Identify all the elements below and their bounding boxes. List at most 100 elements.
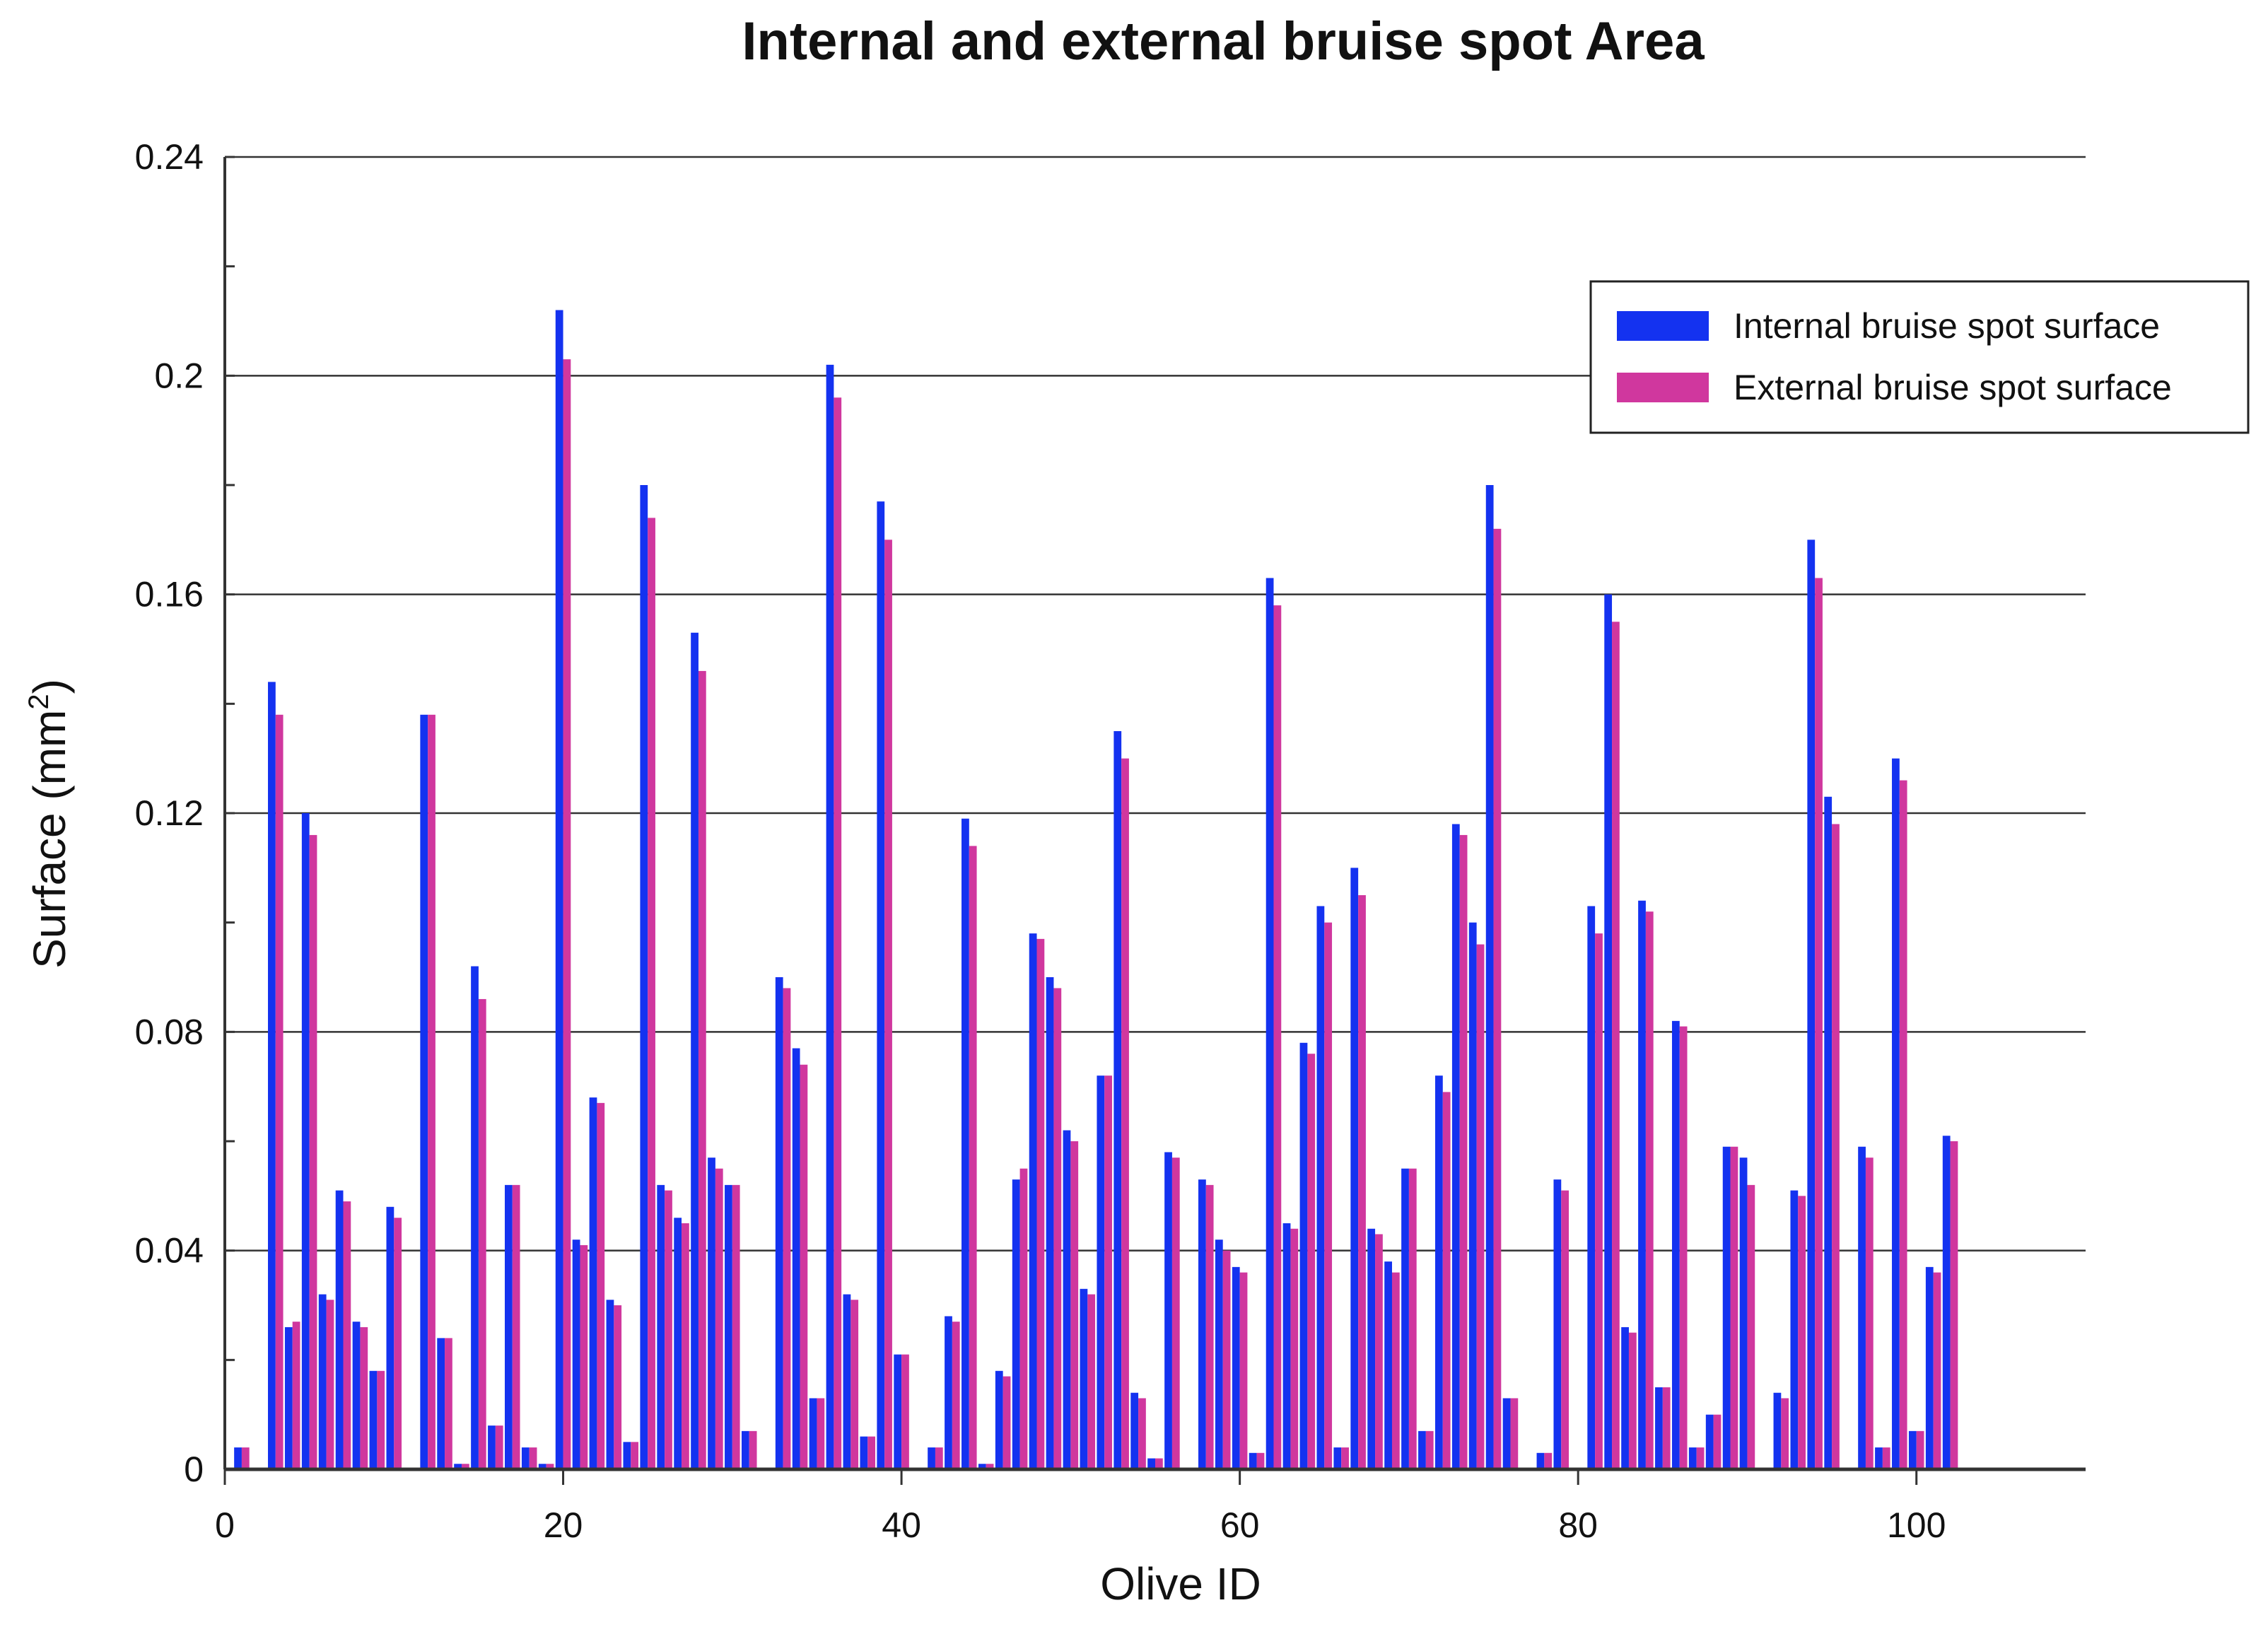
bar-internal [775, 977, 783, 1469]
bar-external [1950, 1141, 1958, 1469]
bar-external [800, 1064, 808, 1469]
bar-external [580, 1244, 588, 1469]
bar-internal [301, 813, 310, 1469]
bar-external [614, 1305, 622, 1469]
bar-internal [1621, 1326, 1629, 1469]
bar-external [935, 1447, 943, 1469]
bar-internal [1265, 578, 1274, 1469]
bar-external [1358, 895, 1366, 1469]
bar-internal [1942, 1136, 1951, 1469]
bar-external [1781, 1398, 1789, 1469]
bar-internal [1113, 731, 1122, 1469]
bar-internal [1824, 796, 1832, 1469]
y-tick-label: 0.2 [154, 356, 204, 395]
bar-external [732, 1184, 740, 1469]
bar-external [292, 1322, 300, 1469]
bar-external [1375, 1234, 1383, 1469]
bar-external [1459, 834, 1468, 1469]
bar-external [1832, 824, 1840, 1469]
bar-internal [877, 501, 885, 1470]
bar-external [1595, 933, 1603, 1469]
bar-external [1899, 780, 1907, 1469]
bar-internal [1249, 1452, 1257, 1469]
bar-external [394, 1218, 402, 1469]
x-tick-label: 40 [882, 1505, 921, 1545]
y-tick-label: 0.16 [135, 575, 204, 614]
bar-internal [555, 310, 563, 1469]
bar-external [343, 1201, 351, 1469]
bar-external [1442, 1092, 1451, 1469]
bar-internal [1316, 906, 1325, 1469]
y-tick-label: 0.04 [135, 1231, 204, 1271]
bar-external [546, 1464, 554, 1469]
bar-internal [1384, 1261, 1392, 1469]
y-tick-label: 0.24 [135, 137, 204, 177]
bar-external [445, 1338, 452, 1469]
legend-box [1589, 280, 2250, 434]
bar-internal [1367, 1228, 1376, 1469]
bar-external [1391, 1272, 1400, 1469]
bar-external [1003, 1376, 1011, 1469]
bar-internal [792, 1048, 800, 1469]
bar-internal [945, 1316, 952, 1469]
bar-internal [369, 1370, 378, 1469]
bar-external [1747, 1184, 1755, 1469]
bar-internal [1434, 1075, 1443, 1469]
bar-external [1121, 758, 1129, 1469]
bar-external [682, 1223, 689, 1469]
bar-internal [657, 1184, 665, 1469]
bar-internal [809, 1398, 817, 1469]
bar-internal [1722, 1146, 1731, 1469]
bar-internal [1451, 824, 1460, 1469]
bar-internal [674, 1218, 682, 1469]
bar-external [783, 988, 791, 1469]
bar-external [631, 1442, 639, 1469]
bar-internal [454, 1464, 462, 1469]
bar-external [1307, 1054, 1316, 1469]
bar-external [1645, 911, 1654, 1469]
bar-internal [1604, 594, 1613, 1469]
bar-external [1882, 1447, 1890, 1469]
bar-internal [623, 1442, 631, 1469]
bar-internal [1401, 1168, 1409, 1469]
bar-internal [386, 1206, 394, 1469]
bar-external [512, 1184, 520, 1469]
bar-external [360, 1326, 368, 1469]
tick-labels: 0 0.04 0.08 0.12 0.16 0.2 0.24 0 20 40 60 80 100 [135, 137, 1946, 1545]
bar-internal [928, 1447, 935, 1469]
bar-internal [1485, 485, 1494, 1469]
bar-internal [606, 1300, 614, 1469]
bar-internal [1790, 1190, 1799, 1469]
bar-internal [1418, 1430, 1426, 1469]
bar-external [478, 998, 486, 1469]
bar-external [1290, 1228, 1299, 1469]
bar-external [715, 1168, 723, 1469]
bar-internal [1063, 1130, 1071, 1469]
bar-internal [741, 1430, 749, 1469]
bar-internal [1655, 1387, 1663, 1469]
bar-internal [860, 1436, 868, 1469]
x-tick-label: 80 [1558, 1505, 1598, 1545]
bar-internal [708, 1157, 715, 1469]
bar-internal [538, 1464, 546, 1469]
bar-internal [1350, 868, 1359, 1469]
bar-internal [1587, 906, 1596, 1469]
x-tick-label: 100 [1887, 1505, 1946, 1545]
legend-label-internal: Internal bruise spot surface [1734, 306, 2160, 346]
bar-internal [234, 1447, 242, 1469]
bar-internal [420, 714, 428, 1469]
bar-internal [572, 1240, 580, 1469]
bar-external [1036, 938, 1045, 1469]
legend-label-external: External bruise spot surface [1734, 368, 2172, 407]
bar-external [1138, 1398, 1146, 1469]
bar-external [597, 1102, 605, 1469]
y-tick-label: 0.08 [135, 1012, 204, 1051]
bar-external [749, 1430, 757, 1469]
bar-external [241, 1447, 250, 1469]
bar-internal [471, 966, 479, 1469]
bar-external [1222, 1250, 1231, 1469]
bar-internal [1875, 1447, 1883, 1469]
bar-external [1273, 605, 1282, 1470]
